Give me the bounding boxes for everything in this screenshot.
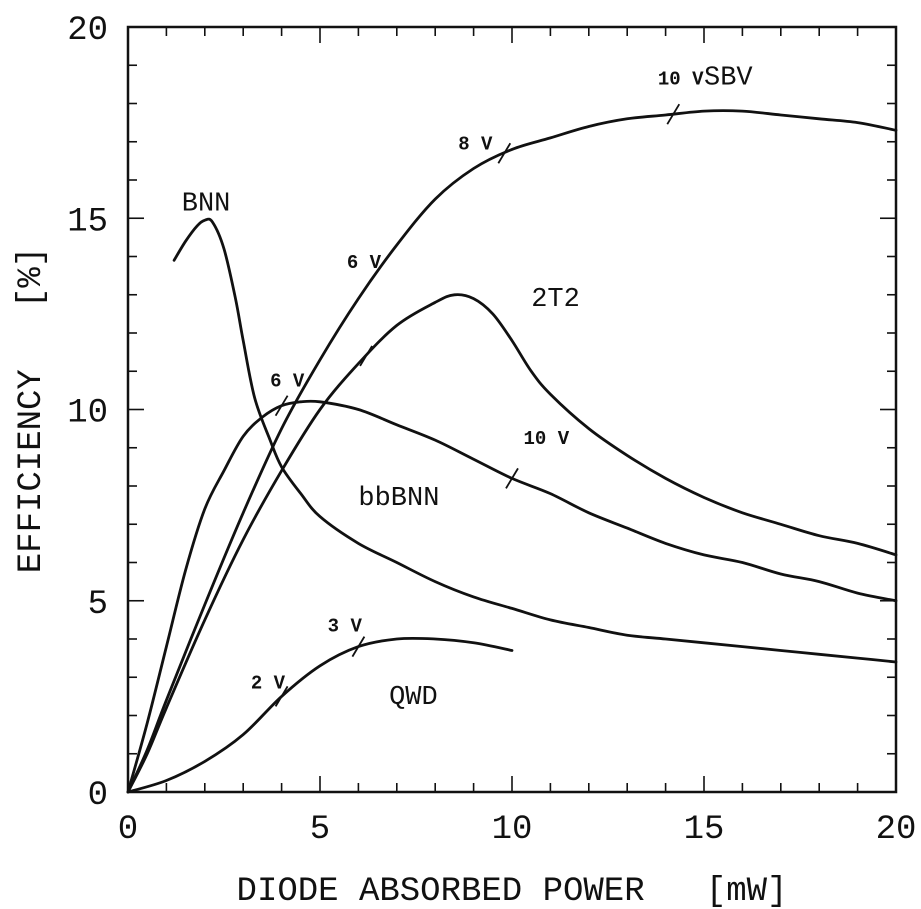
x-tick-label: 20: [876, 811, 917, 849]
series-line-2t2: [126, 293, 898, 794]
series-line-sbv: [126, 109, 898, 794]
x-tick-label: 5: [310, 811, 330, 849]
voltage-label-sbv: 8 V: [458, 133, 493, 155]
y-axis-title: EFFICIENCY [%]: [13, 247, 51, 573]
voltage-tick-2t2: [359, 345, 373, 367]
y-tick-label: 20: [67, 12, 108, 50]
voltage-label-bbbnn: 10 V: [524, 428, 570, 450]
series-label-qwd: QWD: [389, 683, 438, 713]
voltage-label-qwd: 3 V: [328, 615, 363, 637]
voltage-tick-sbv: [497, 142, 512, 164]
x-axis-title: DIODE ABSORBED POWER [mW]: [237, 873, 788, 909]
tick-labels: 0 5 10 15 20 0 5 10 15 20: [67, 12, 916, 849]
series-label-sbv: SBV: [704, 63, 753, 93]
y-tick-label: 15: [67, 203, 108, 241]
plot-frame: [126, 25, 898, 794]
voltage-tick-qwd: [274, 685, 289, 707]
voltage-label-2t2: 6 V: [347, 252, 382, 274]
voltage-tick-qwd: [351, 636, 366, 658]
x-tick-label: 15: [684, 811, 725, 849]
series-label-bnn: BNN: [182, 190, 231, 220]
series-curves: [126, 103, 898, 794]
x-tick-label: 0: [118, 811, 138, 849]
voltage-tick-bbbnn: [505, 467, 519, 489]
y-tick-label: 10: [67, 395, 108, 433]
x-tick-label: 10: [492, 811, 533, 849]
voltage-tick-sbv: [666, 103, 681, 125]
series-line-bbbnn: [126, 399, 898, 794]
series-line-bnn: [172, 217, 898, 664]
voltage-label-qwd: 2 V: [251, 673, 286, 695]
series-labels: SBV 8 V 10 V 2T2 6 V bbBNN 6 V 10 V BNN QWD 2 V 3 V: [182, 63, 754, 713]
series-label-bbbnn: bbBNN: [358, 484, 439, 514]
y-tick-label: 5: [88, 586, 108, 624]
series-line-qwd: [126, 636, 514, 794]
y-tick-label: 0: [88, 777, 108, 815]
series-label-2t2: 2T2: [531, 285, 580, 315]
voltage-tick-bbbnn: [274, 395, 289, 417]
axis-ticks: [127, 26, 897, 793]
voltage-label-bbbnn: 6 V: [270, 371, 305, 393]
voltage-label-sbv: 10 V: [658, 68, 704, 90]
